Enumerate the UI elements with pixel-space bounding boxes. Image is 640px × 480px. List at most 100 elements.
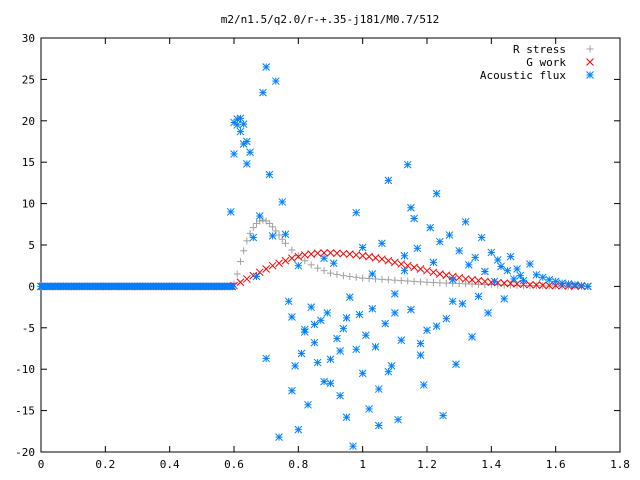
marker-stroke [532,270,541,279]
data-point [419,381,428,389]
data-point [371,253,380,262]
data-point [455,246,464,255]
data-point [410,277,418,285]
marker-stroke [583,282,592,291]
data-point [265,219,273,227]
data-point [458,299,467,308]
marker-stroke [526,260,534,268]
data-point [326,249,335,257]
marker-stroke [374,421,383,430]
marker-stroke [288,313,296,321]
marker-stroke [394,415,402,424]
marker-stroke [506,279,515,288]
data-point [526,282,534,290]
data-point [432,189,441,198]
data-point [423,278,431,286]
data-point [239,120,248,128]
y-tick-label: 0 [28,280,35,293]
data-point [410,263,418,272]
marker-stroke [243,137,251,146]
data-point [442,314,451,323]
data-point [358,369,367,378]
data-point [500,294,509,303]
data-point [326,379,335,388]
data-point [345,250,354,258]
marker-stroke [249,271,258,280]
data-point [284,297,293,306]
marker-stroke [532,281,541,289]
marker-stroke [268,232,277,240]
data-point [326,355,335,364]
marker-stroke [336,347,345,355]
marker-stroke [288,254,296,263]
marker-stroke [342,413,351,422]
marker-stroke [236,278,245,287]
data-point [294,261,303,270]
data-point [313,249,322,258]
y-tick-label: 5 [28,239,35,252]
data-point [297,349,306,358]
marker-stroke [564,280,573,288]
data-point [461,275,470,283]
marker-stroke [358,369,367,378]
marker-stroke [423,266,431,275]
marker-stroke [259,88,267,97]
data-point [288,386,296,395]
data-point [506,252,515,261]
data-point [448,275,457,284]
marker-stroke [358,243,367,252]
data-point [243,275,251,283]
axes: 0 0.2 0.4 0.6 0.8 1 1.2 1.4 1.6 1.8 -20 -15 -10 -5 0 5 1… [15,32,630,471]
data-point [378,239,386,248]
data-point [484,309,492,317]
marker-stroke [384,176,393,185]
marker-stroke [503,266,512,275]
marker-stroke [390,309,399,317]
marker-stroke [249,233,258,242]
marker-stroke [365,405,373,413]
data-point [391,276,399,284]
data-point [436,279,444,287]
data-point [583,282,592,291]
marker-stroke [230,150,238,158]
y-tick-label: 20 [22,115,35,128]
data-point [342,413,351,422]
data-point [300,328,309,336]
data-point [397,336,406,345]
data-point [358,243,367,252]
data-point [493,256,502,264]
data-point [423,266,431,275]
data-point [313,358,322,367]
marker-stroke [468,275,476,284]
marker-stroke [442,271,451,280]
data-point [519,280,528,289]
data-point [497,262,505,271]
data-point [462,280,470,288]
data-point [359,274,367,282]
marker-stroke [275,433,283,441]
data-point [320,254,328,263]
data-point [336,391,345,400]
data-point [403,261,412,270]
marker-stroke [288,386,296,395]
data-point [436,237,444,246]
marker-stroke [355,310,364,319]
data-point [365,275,373,283]
marker-stroke [300,251,309,259]
data-point [374,421,383,430]
marker-stroke [516,271,525,280]
data-point [333,249,341,258]
data-point [368,270,377,278]
marker-stroke [500,279,509,287]
data-point [455,280,463,288]
data-point [307,250,316,258]
data-point [532,282,540,290]
data-point [288,246,296,254]
marker-stroke [384,367,393,376]
data-point [545,281,554,290]
data-point [368,304,377,313]
data-point [416,265,425,273]
marker-stroke [439,411,447,420]
data-point [310,320,319,329]
